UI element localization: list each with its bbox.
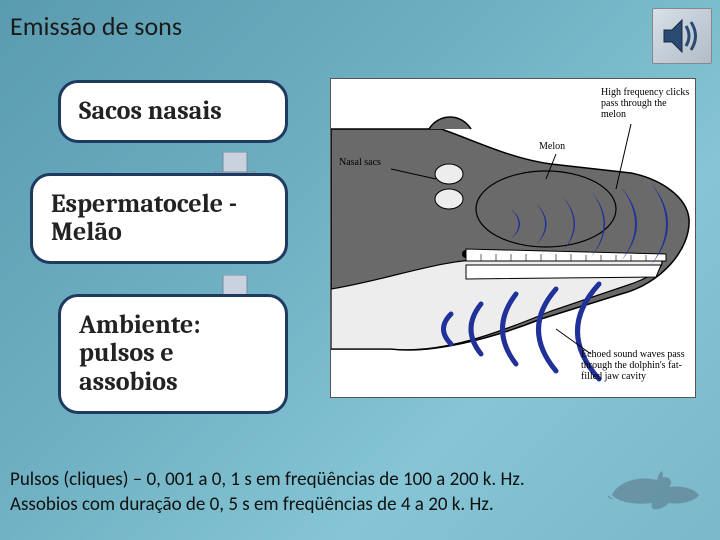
flow-label: Espermatocele - Melão	[51, 189, 237, 248]
flow-column: Sacos nasais Espermatocele - Melão Ambie…	[30, 80, 290, 414]
bottom-line-1: Pulsos (cliques) – 0, 001 a 0, 1 s em fr…	[10, 467, 525, 493]
fig-label-melon: Melon	[539, 141, 565, 152]
fig-label-nasal-sacs: Nasal sacs	[339, 157, 384, 168]
speaker-icon	[652, 8, 712, 64]
flow-box-ambiente: Ambiente: pulsos e assobios	[58, 294, 288, 414]
page-title: Emissão de sons	[10, 10, 182, 42]
dolphin-silhouette-icon	[607, 455, 702, 520]
bottom-text: Pulsos (cliques) – 0, 001 a 0, 1 s em fr…	[10, 467, 525, 518]
echolocation-figure: Nasal sacs Melon High frequency clicks p…	[330, 78, 696, 398]
bottom-line-2: Assobios com duração de 0, 5 s em freqüê…	[10, 492, 525, 518]
flow-label: Sacos nasais	[79, 96, 222, 126]
fig-label-echoed: Echoed sound waves pass through the dolp…	[581, 349, 691, 382]
flow-box-sacos-nasais: Sacos nasais	[58, 80, 288, 143]
flow-label: Ambiente: pulsos e assobios	[79, 310, 201, 397]
fig-label-highfreq: High frequency clicks pass through the m…	[601, 87, 691, 120]
flow-box-espermatocele: Espermatocele - Melão	[30, 173, 288, 264]
